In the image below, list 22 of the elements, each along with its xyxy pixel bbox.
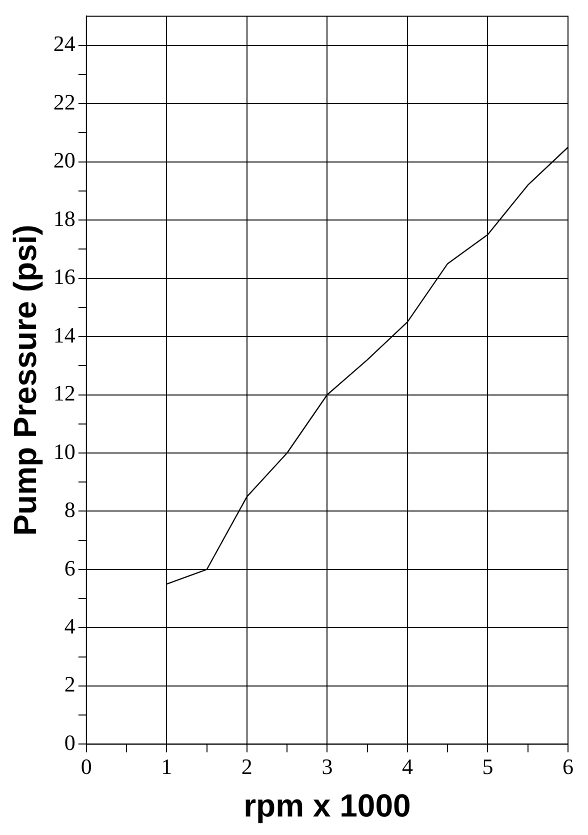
y-axis-title: Pump Pressure (psi) — [7, 224, 44, 536]
x-tick-label: 4 — [402, 754, 413, 780]
y-tick-label: 24 — [53, 31, 76, 56]
y-tick-label: 6 — [64, 555, 76, 580]
y-tick-label: 0 — [64, 730, 76, 755]
x-tick-label: 3 — [322, 754, 333, 780]
y-tick-label: 12 — [53, 380, 76, 406]
y-tick-label: 8 — [64, 497, 76, 522]
y-tick-label: 18 — [53, 206, 76, 231]
x-tick-label: 5 — [482, 754, 494, 780]
x-tick-label: 6 — [562, 754, 574, 780]
x-axis-title: rpm x 1000 — [244, 788, 411, 824]
x-tick-label: 2 — [241, 754, 252, 780]
y-tick-label: 22 — [53, 89, 76, 114]
y-tick-label: 2 — [64, 672, 76, 697]
x-tick-label: 1 — [161, 754, 172, 780]
y-tick-label: 4 — [64, 614, 76, 638]
y-tick-label: 14 — [53, 322, 76, 348]
y-tick-label: 10 — [53, 438, 76, 464]
y-tick-label: 16 — [53, 264, 76, 290]
x-tick-label: 0 — [80, 754, 92, 780]
y-tick-label: 20 — [53, 148, 76, 173]
